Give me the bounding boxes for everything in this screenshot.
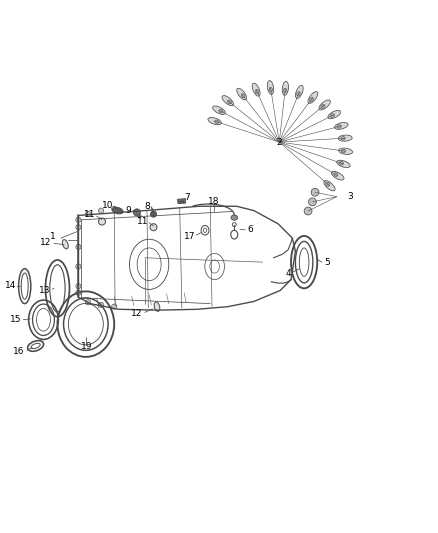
Text: 9: 9 <box>126 206 131 215</box>
Ellipse shape <box>255 90 259 94</box>
Ellipse shape <box>310 97 314 101</box>
Text: 13: 13 <box>39 286 50 295</box>
Text: 12: 12 <box>40 238 51 247</box>
Bar <box>177 199 186 204</box>
Text: 19: 19 <box>81 342 92 351</box>
Circle shape <box>150 211 156 217</box>
Circle shape <box>304 207 312 215</box>
Ellipse shape <box>308 92 318 103</box>
Circle shape <box>112 206 117 212</box>
Ellipse shape <box>339 161 343 165</box>
Circle shape <box>76 224 81 230</box>
Ellipse shape <box>282 82 289 95</box>
Ellipse shape <box>324 181 335 191</box>
Text: 14: 14 <box>5 281 16 290</box>
Circle shape <box>85 212 91 217</box>
Text: 15: 15 <box>10 315 21 324</box>
Circle shape <box>76 284 81 289</box>
Text: 10: 10 <box>102 201 113 210</box>
Text: 11: 11 <box>85 211 96 220</box>
Ellipse shape <box>267 80 274 94</box>
Circle shape <box>311 188 319 196</box>
Ellipse shape <box>319 100 330 110</box>
Ellipse shape <box>227 100 231 104</box>
Ellipse shape <box>297 92 300 96</box>
Text: 2: 2 <box>276 138 282 147</box>
Text: 1: 1 <box>50 232 56 241</box>
Circle shape <box>308 198 316 206</box>
Circle shape <box>99 208 104 213</box>
Ellipse shape <box>208 117 221 125</box>
Text: 12: 12 <box>131 309 143 318</box>
Ellipse shape <box>215 120 219 124</box>
Ellipse shape <box>337 125 341 128</box>
Ellipse shape <box>252 83 260 96</box>
Ellipse shape <box>334 173 338 176</box>
Circle shape <box>85 300 91 305</box>
Text: 16: 16 <box>13 347 25 356</box>
Text: 7: 7 <box>185 193 191 202</box>
Ellipse shape <box>296 85 303 99</box>
Ellipse shape <box>337 160 350 167</box>
Circle shape <box>134 209 141 216</box>
Ellipse shape <box>150 224 157 231</box>
Ellipse shape <box>241 94 245 98</box>
Text: 11: 11 <box>137 217 148 226</box>
Ellipse shape <box>62 240 68 249</box>
Ellipse shape <box>341 136 345 140</box>
Ellipse shape <box>338 135 352 141</box>
Ellipse shape <box>213 106 225 115</box>
Ellipse shape <box>341 149 346 152</box>
Text: 4: 4 <box>286 269 292 278</box>
Circle shape <box>112 304 117 309</box>
Ellipse shape <box>339 148 353 155</box>
Text: 17: 17 <box>184 232 195 241</box>
Ellipse shape <box>231 215 237 220</box>
Circle shape <box>76 290 81 295</box>
Ellipse shape <box>283 88 287 93</box>
Text: 8: 8 <box>145 202 150 211</box>
Ellipse shape <box>332 171 344 180</box>
Ellipse shape <box>154 302 160 311</box>
Ellipse shape <box>113 207 123 214</box>
Ellipse shape <box>219 109 223 113</box>
Ellipse shape <box>321 104 325 108</box>
Ellipse shape <box>335 123 348 130</box>
Ellipse shape <box>99 218 106 225</box>
Ellipse shape <box>222 95 233 106</box>
Ellipse shape <box>237 88 247 100</box>
Ellipse shape <box>326 182 330 186</box>
Circle shape <box>99 302 104 308</box>
Ellipse shape <box>269 87 272 92</box>
Text: 5: 5 <box>325 257 330 266</box>
Circle shape <box>76 217 81 222</box>
Ellipse shape <box>328 110 341 119</box>
Text: 3: 3 <box>347 192 353 201</box>
Circle shape <box>76 244 81 249</box>
Text: 6: 6 <box>247 225 253 234</box>
Circle shape <box>76 264 81 269</box>
Circle shape <box>138 215 141 218</box>
Text: 18: 18 <box>208 197 219 206</box>
Ellipse shape <box>330 114 335 117</box>
